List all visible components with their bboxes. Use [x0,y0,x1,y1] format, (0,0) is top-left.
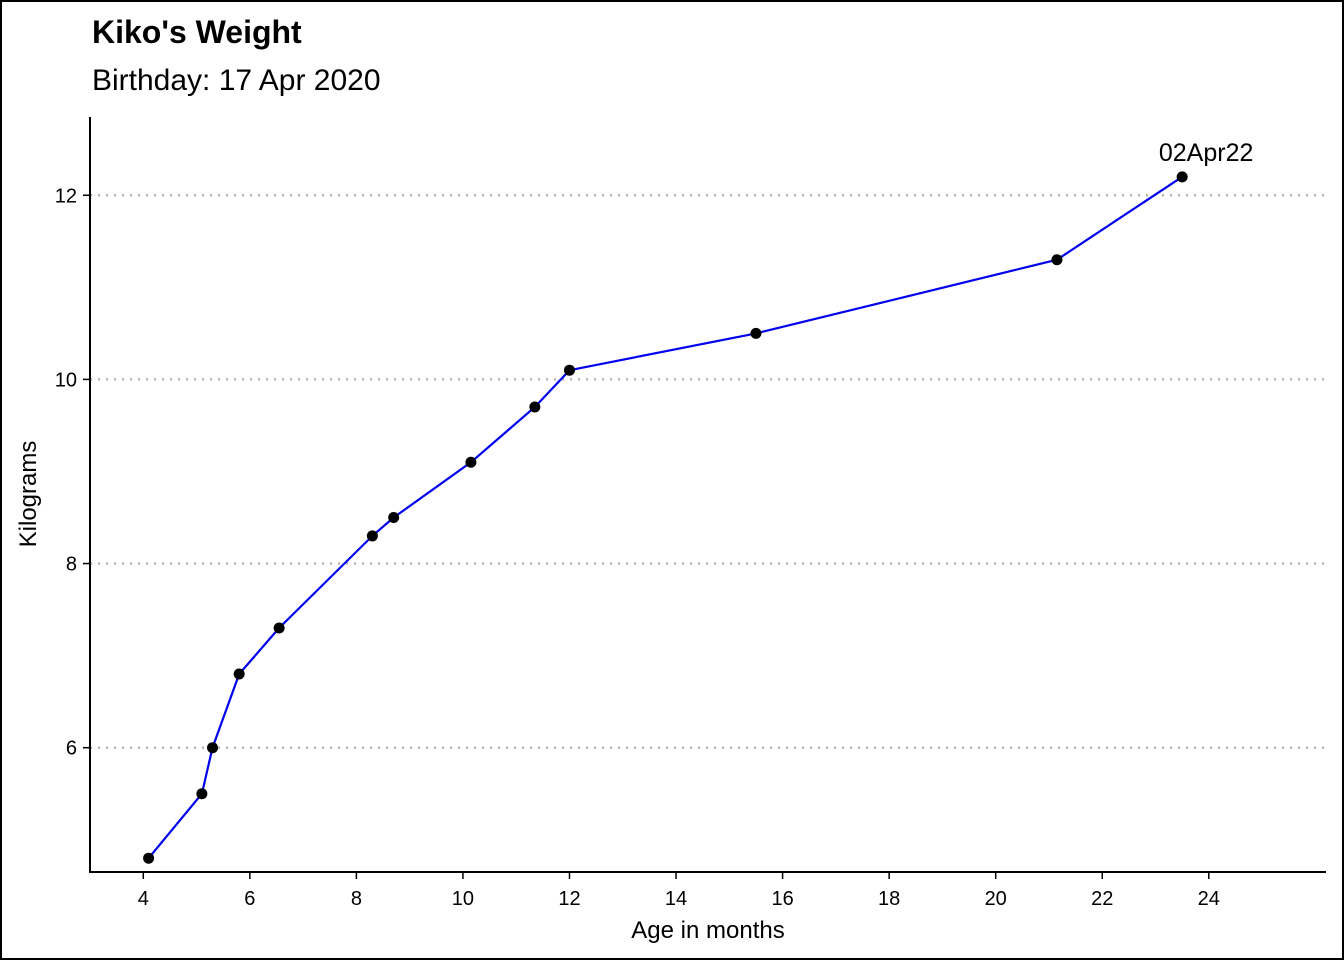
x-tick-label: 20 [985,888,1007,910]
y-tick-label: 12 [55,185,77,207]
x-tick-label: 16 [771,888,793,910]
x-axis-ticks: 4 6 8 10 12 14 16 18 20 22 24 [138,872,1220,910]
x-tick-label: 6 [244,888,255,910]
data-point [529,401,541,413]
data-point [143,852,155,864]
annotations: 02Apr22 [1159,139,1254,167]
data-point [465,456,477,468]
series-line [147,175,1183,859]
y-tick-label: 10 [55,369,77,391]
data-point [366,530,378,542]
x-tick-label: 24 [1198,888,1220,910]
x-tick-label: 4 [138,888,149,910]
y-axis-title: Kilograms [15,441,42,548]
x-tick-label: 14 [665,888,687,910]
x-tick-label: 10 [452,888,474,910]
chart-title: Kiko's Weight [92,14,302,50]
x-tick-label: 18 [878,888,900,910]
data-point [207,742,219,754]
y-tick-label: 6 [66,738,77,760]
grid-lines [90,194,1326,749]
data-point [750,327,762,339]
data-series [143,171,1188,864]
x-tick-label: 22 [1091,888,1113,910]
y-axis-ticks: 6 8 10 12 [55,185,90,760]
data-point [196,788,208,800]
data-point [1051,254,1063,266]
x-tick-label: 12 [558,888,580,910]
data-point [563,364,575,376]
data-point [233,668,245,680]
x-axis-title: Age in months [631,917,784,944]
chart-subtitle: Birthday: 17 Apr 2020 [92,64,381,97]
data-point [388,512,400,524]
x-tick-label: 8 [351,888,362,910]
point-annotation: 02Apr22 [1159,139,1254,167]
data-point [273,622,285,634]
data-point [1176,171,1188,183]
y-tick-label: 8 [66,554,77,576]
